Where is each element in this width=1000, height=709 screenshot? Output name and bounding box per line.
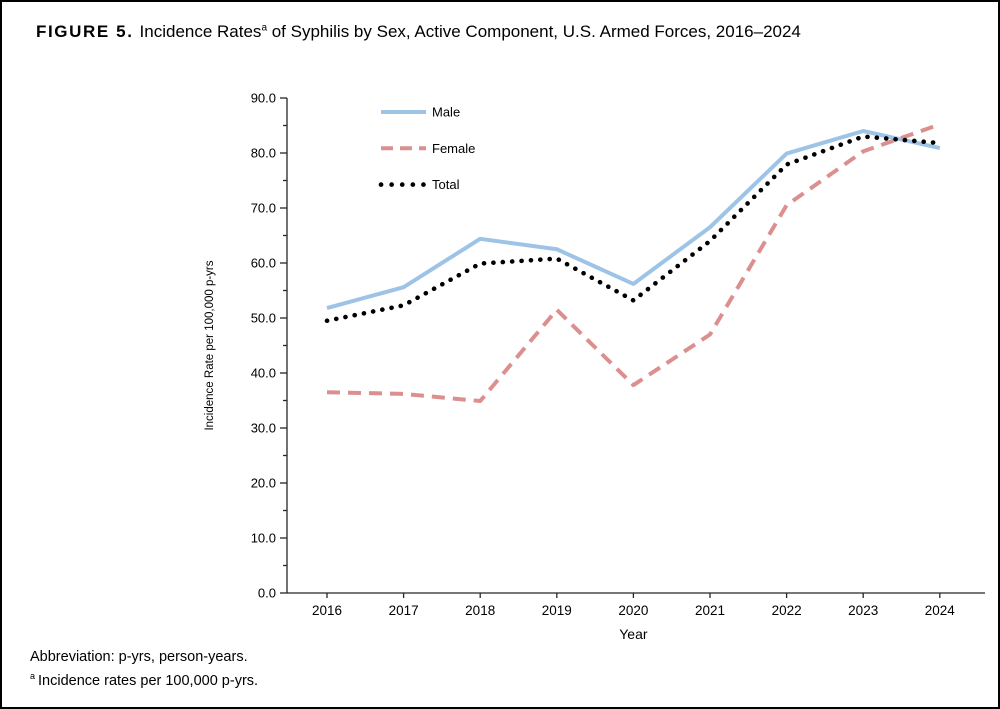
x-tick-label: 2019 — [542, 603, 572, 618]
y-tick-label: 20.0 — [251, 476, 276, 491]
x-tick-label: 2023 — [848, 603, 878, 618]
figure-title-text-b: of Syphilis by Sex, Active Component, U.… — [267, 22, 801, 41]
footnotes: Abbreviation: p-yrs, person-years. a Inci… — [30, 648, 258, 691]
y-tick-label: 40.0 — [251, 366, 276, 381]
y-tick-label: 90.0 — [251, 91, 276, 106]
rate-note-text: Incidence rates per 100,000 p-yrs. — [38, 672, 259, 689]
x-tick-label: 2022 — [772, 603, 802, 618]
y-tick-label: 60.0 — [251, 256, 276, 271]
x-tick-label: 2016 — [312, 603, 342, 618]
y-tick-label: 10.0 — [251, 531, 276, 546]
female-line — [326, 122, 941, 404]
y-tick-label: 0.0 — [258, 586, 276, 601]
legend-label-female: Female — [432, 141, 475, 156]
legend: Male Female Total — [378, 105, 475, 192]
y-tick-label: 30.0 — [251, 421, 276, 436]
x-tick-label: 2024 — [925, 603, 956, 618]
rate-note-superscript: a — [30, 671, 36, 681]
x-axis-title: Year — [619, 626, 648, 642]
legend-label-male: Male — [432, 105, 460, 120]
figure-title-superscript: a — [261, 22, 267, 34]
total-line — [324, 134, 943, 324]
axes: 0.0 10.0 20.0 30.0 40.0 50.0 60.0 70.0 80.0 90.0 2… — [251, 91, 985, 618]
male-line — [326, 129, 941, 311]
x-tick-label: 2021 — [695, 603, 725, 618]
rate-note: a Incidence rates per 100,000 p-yrs. — [30, 667, 258, 691]
x-tick-label: 2020 — [618, 603, 648, 618]
y-tick-label: 50.0 — [251, 311, 276, 326]
legend-label-total: Total — [432, 177, 460, 192]
figure-title: FIGURE 5. Incidence Ratesa of Syphilis by… — [36, 22, 801, 42]
y-tick-label: 80.0 — [251, 146, 276, 161]
y-tick-label: 70.0 — [251, 201, 276, 216]
abbreviation-note: Abbreviation: p-yrs, person-years. — [30, 649, 248, 665]
y-axis-title: Incidence Rate per 100,000 p-yrs — [204, 260, 216, 430]
figure-title-text-a: Incidence Rates — [139, 22, 262, 41]
x-tick-label: 2018 — [465, 603, 495, 618]
figure-label: FIGURE 5. — [36, 22, 134, 41]
x-tick-label: 2017 — [389, 603, 419, 618]
